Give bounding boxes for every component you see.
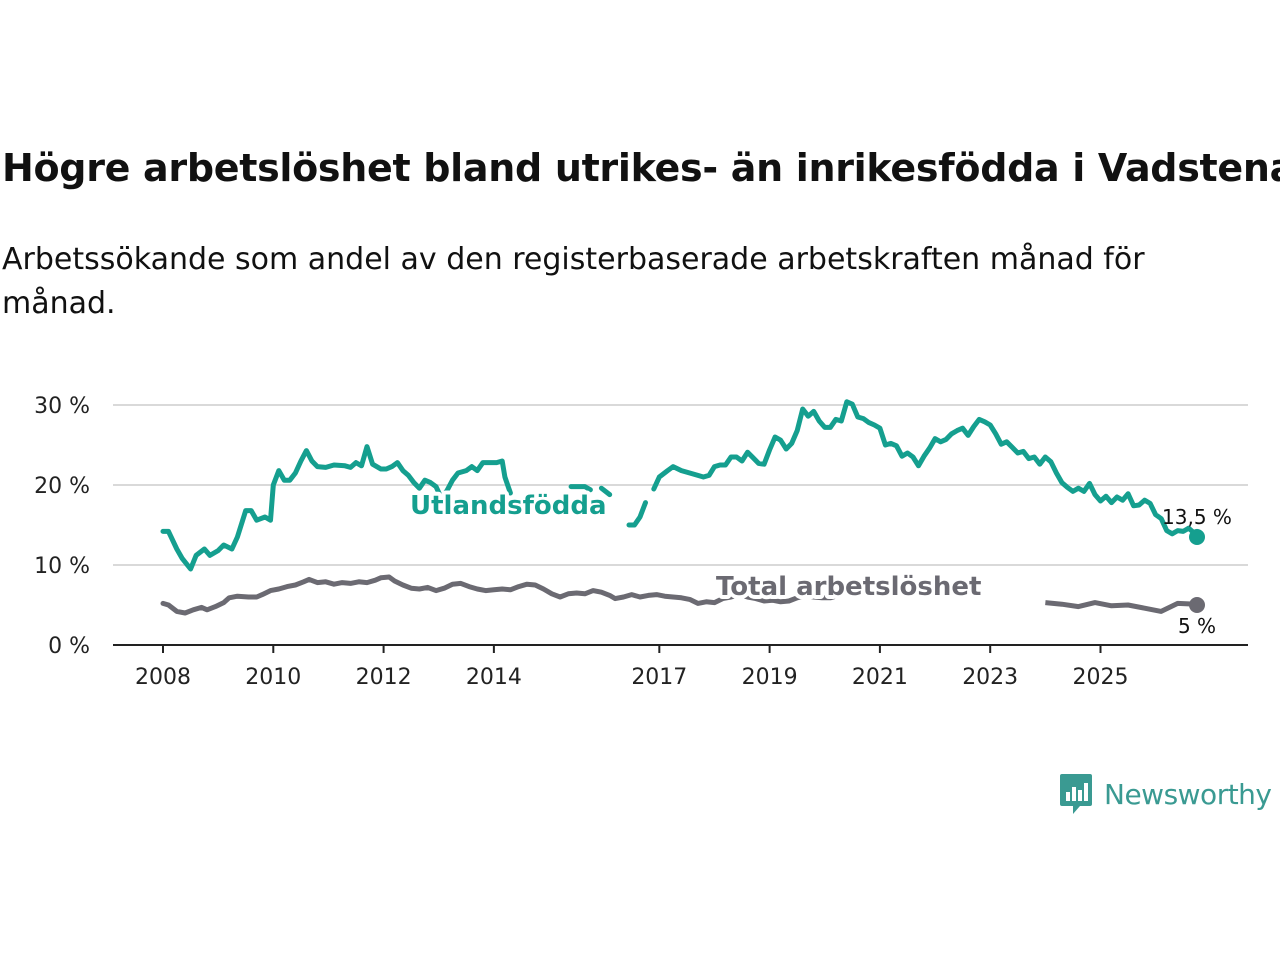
series-line-foreign — [651, 399, 1200, 537]
x-tick-label: 2012 — [356, 665, 412, 690]
end-point-total — [1189, 597, 1205, 613]
x-tick-label: 2025 — [1072, 665, 1128, 690]
series-line-foreign — [160, 444, 513, 572]
series-label-foreign: Utlandsfödda — [410, 491, 607, 521]
series-label-halo: Total arbetslöshet — [716, 572, 981, 602]
newsworthy-logo-icon — [1060, 774, 1092, 814]
brand-logo: Newsworthy — [1058, 772, 1272, 816]
y-axis-ticks: 0 % 10 % 20 % 30 % — [34, 394, 90, 659]
brand-name: Newsworthy — [1104, 777, 1272, 811]
end-label-foreign: 13,5 % — [1162, 505, 1232, 529]
x-tick-label: 2014 — [466, 665, 522, 690]
x-tick-label: 2010 — [245, 665, 301, 690]
x-tick-label: 2021 — [852, 665, 908, 690]
series-line-foreign — [626, 500, 648, 528]
y-tick-label: 30 % — [34, 394, 90, 419]
x-tick-label: 2008 — [135, 665, 191, 690]
series-line-foreign — [568, 484, 593, 493]
chart-title: Högre arbetslöshet bland utrikes- än inr… — [2, 146, 1280, 190]
chart-subtitle: Arbetssökande som andel av den registerb… — [2, 242, 1145, 321]
x-tick-label: 2023 — [962, 665, 1018, 690]
line-chart: 0 % 10 % 20 % 30 % 2008 2010 2012 2014 2017 2019… — [34, 394, 1248, 690]
series-line-total — [160, 574, 839, 616]
series-line-foreign — [598, 485, 613, 498]
series-lines — [160, 399, 1200, 616]
series-line-total — [1045, 600, 1198, 614]
y-tick-label: 20 % — [34, 474, 90, 499]
x-axis: 2008 2010 2012 2014 2017 2019 2021 2023 2025 — [113, 644, 1248, 690]
series-label-halo: Utlandsfödda — [410, 491, 607, 521]
end-label-total: 5 % — [1178, 614, 1216, 638]
gridlines — [113, 404, 1248, 566]
x-tick-label: 2019 — [742, 665, 798, 690]
y-tick-label: 10 % — [34, 554, 90, 579]
x-tick-label: 2017 — [631, 665, 687, 690]
series-label-total: Total arbetslöshet — [716, 572, 981, 602]
end-point-foreign — [1189, 529, 1205, 545]
y-tick-label: 0 % — [48, 634, 90, 659]
